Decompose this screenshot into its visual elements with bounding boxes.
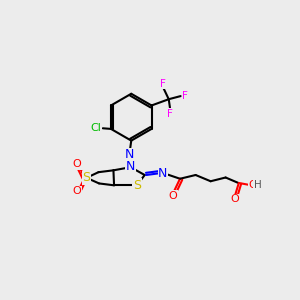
Text: F: F bbox=[160, 79, 166, 88]
Text: F: F bbox=[167, 109, 173, 119]
Text: H: H bbox=[254, 180, 261, 190]
Text: N: N bbox=[126, 160, 135, 173]
Text: N: N bbox=[158, 167, 167, 180]
Text: F: F bbox=[182, 91, 188, 101]
Text: O: O bbox=[73, 159, 82, 170]
Text: Cl: Cl bbox=[91, 123, 101, 133]
Text: O: O bbox=[248, 180, 257, 190]
Text: O: O bbox=[73, 186, 82, 196]
Text: O: O bbox=[230, 194, 239, 204]
Text: O: O bbox=[169, 190, 178, 201]
Text: S: S bbox=[82, 171, 91, 184]
Text: N: N bbox=[125, 148, 134, 161]
Text: S: S bbox=[133, 179, 141, 192]
